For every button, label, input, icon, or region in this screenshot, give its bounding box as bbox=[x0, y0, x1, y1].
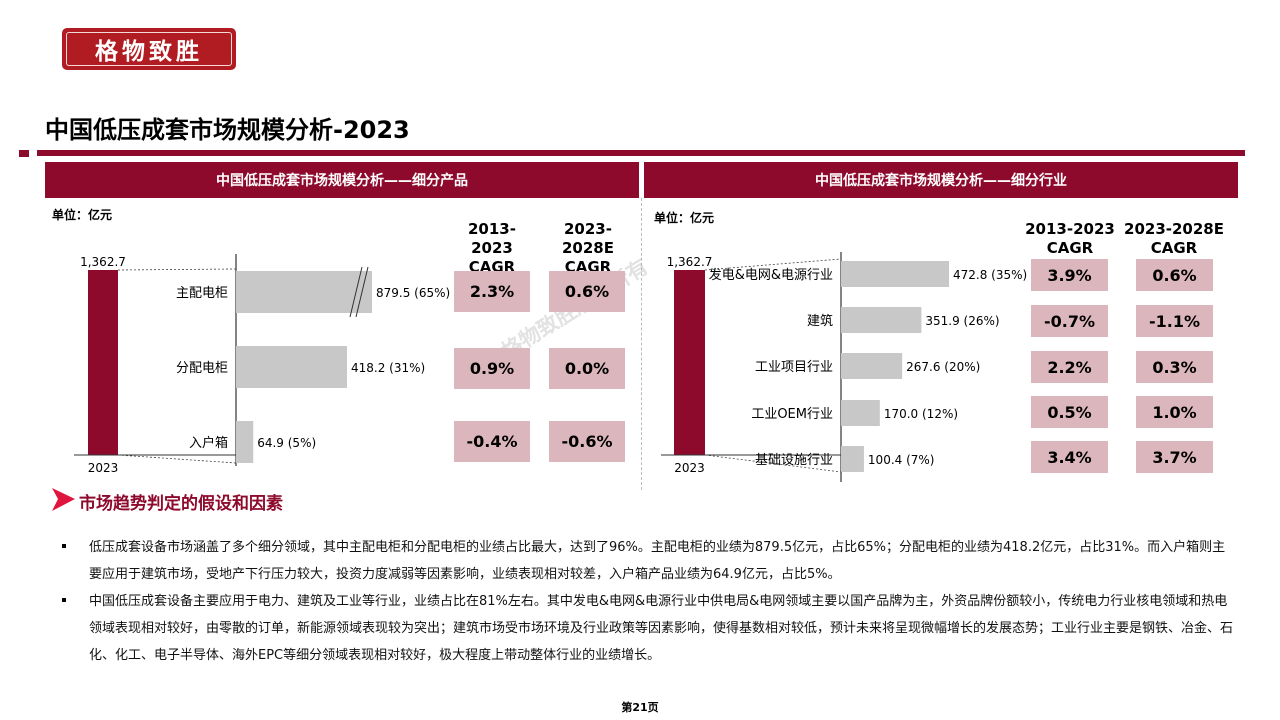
category-label: 入户箱 bbox=[189, 435, 228, 451]
logo-frame: 格物致胜 bbox=[66, 32, 232, 66]
right-unit-label: 单位：亿元 bbox=[654, 211, 715, 225]
bar bbox=[236, 271, 372, 313]
total-value-label: 1,362.7 bbox=[80, 255, 126, 269]
right-cagr-b-5: 3.7% bbox=[1136, 441, 1213, 473]
bar bbox=[841, 307, 922, 333]
left-panel-header: 中国低压成套市场规模分析——细分产品 bbox=[45, 162, 639, 198]
right-cagr-header-2: 2023-2028E CAGR bbox=[1124, 220, 1224, 258]
left-cagr-years-1: 2013-2023 bbox=[468, 220, 516, 257]
connector-top bbox=[704, 258, 842, 271]
page-number: 第21页 bbox=[621, 701, 659, 714]
trend-bullet: 中国低压成套设备主要应用于电力、建筑及工业等行业，业绩占比在81%左右。其中发电… bbox=[62, 588, 1234, 669]
bar-data-label: 170.0 (12%) bbox=[884, 407, 958, 421]
right-cagr-b-3: 0.3% bbox=[1136, 351, 1213, 383]
axis-break-mark bbox=[349, 266, 363, 318]
left-cagr-b-2: 0.0% bbox=[549, 348, 625, 389]
left-cagr-header-2: 2023-2028E CAGR bbox=[540, 220, 636, 277]
category-label: 基础设施行业 bbox=[755, 453, 833, 468]
connector-bottom bbox=[117, 454, 237, 464]
bar bbox=[841, 446, 864, 472]
bar-data-label: 879.5 (65%) bbox=[376, 286, 450, 300]
left-cagr-b-1: 0.6% bbox=[549, 271, 625, 312]
right-cagr-years-2: 2023-2028E bbox=[1124, 220, 1224, 238]
right-cagr-a-3: 2.2% bbox=[1031, 351, 1108, 383]
category-label: 工业项目行业 bbox=[755, 360, 833, 375]
trend-bullet-text: 中国低压成套设备主要应用于电力、建筑及工业等行业，业绩占比在81%左右。其中发电… bbox=[89, 594, 1234, 663]
right-cagr-years-1: 2013-2023 bbox=[1025, 220, 1115, 238]
right-cagr-a-5: 3.4% bbox=[1031, 441, 1108, 473]
bar-data-label: 351.9 (26%) bbox=[925, 314, 999, 328]
right-cagr-header-1: 2013-2023 CAGR bbox=[1024, 220, 1116, 258]
left-cagr-header-1: 2013-2023 CAGR bbox=[448, 220, 536, 277]
trend-bullet: 低压成套设备市场涵盖了多个细分领域，其中主配电柜和分配电柜的业绩占比最大，达到了… bbox=[62, 534, 1234, 588]
category-label: 建筑 bbox=[807, 313, 833, 329]
bar bbox=[236, 346, 347, 388]
bullet-dot bbox=[62, 598, 66, 602]
right-panel-header: 中国低压成套市场规模分析——细分行业 bbox=[644, 162, 1238, 198]
right-cagr-b-1: 0.6% bbox=[1136, 259, 1213, 291]
bar bbox=[841, 400, 880, 426]
connector-bottom bbox=[704, 454, 842, 473]
total-value-label: 1,362.7 bbox=[667, 255, 713, 269]
right-cagr-b-4: 1.0% bbox=[1136, 396, 1213, 428]
trend-bullet-text: 低压成套设备市场涵盖了多个细分领域，其中主配电柜和分配电柜的业绩占比最大，达到了… bbox=[89, 540, 1226, 582]
bar bbox=[236, 421, 254, 463]
bullet-dot bbox=[62, 544, 66, 548]
left-cagr-years-2: 2023-2028E bbox=[562, 220, 614, 257]
total-bar bbox=[674, 270, 705, 455]
category-label: 发电&电网&电源行业 bbox=[709, 267, 833, 283]
panel-divider bbox=[641, 198, 642, 490]
trend-heading: 市场趋势判定的假设和因素 bbox=[79, 494, 283, 514]
category-label: 分配电柜 bbox=[176, 361, 228, 376]
total-category-label: 2023 bbox=[674, 461, 705, 475]
title-underline-bar bbox=[37, 150, 1245, 156]
axis-break-mark bbox=[355, 266, 369, 318]
logo-text: 格物致胜 bbox=[95, 38, 203, 65]
left-cagr-a-3: -0.4% bbox=[454, 421, 530, 462]
left-cagr-b-3: -0.6% bbox=[549, 421, 625, 462]
left-cagr-a-2: 0.9% bbox=[454, 348, 530, 389]
trend-arrow-icon bbox=[52, 488, 75, 511]
total-bar bbox=[88, 270, 118, 455]
category-label: 主配电柜 bbox=[176, 286, 228, 301]
bar-data-label: 100.4 (7%) bbox=[868, 453, 935, 467]
bar-data-label: 418.2 (31%) bbox=[351, 361, 425, 375]
left-unit-label: 单位：亿元 bbox=[52, 208, 113, 222]
right-cagr-a-2: -0.7% bbox=[1031, 305, 1108, 337]
right-cagr-label-2: CAGR bbox=[1150, 239, 1198, 257]
right-cagr-b-2: -1.1% bbox=[1136, 305, 1213, 337]
brand-logo: 格物致胜 bbox=[62, 28, 236, 70]
right-cagr-a-1: 3.9% bbox=[1031, 259, 1108, 291]
bar-data-label: 267.6 (20%) bbox=[906, 360, 980, 374]
bar bbox=[841, 261, 949, 287]
bar-data-label: 472.8 (35%) bbox=[953, 268, 1027, 282]
total-category-label: 2023 bbox=[88, 461, 119, 475]
right-cagr-a-4: 0.5% bbox=[1031, 396, 1108, 428]
bar bbox=[841, 353, 903, 379]
bar-data-label: 64.9 (5%) bbox=[257, 436, 316, 450]
right-cagr-label-1: CAGR bbox=[1046, 239, 1094, 257]
connector-top bbox=[117, 268, 237, 271]
page-title: 中国低压成套市场规模分析-2023 bbox=[45, 116, 410, 144]
left-cagr-a-1: 2.3% bbox=[454, 271, 530, 312]
title-accent-square bbox=[19, 150, 29, 157]
category-label: 工业OEM行业 bbox=[751, 407, 833, 422]
